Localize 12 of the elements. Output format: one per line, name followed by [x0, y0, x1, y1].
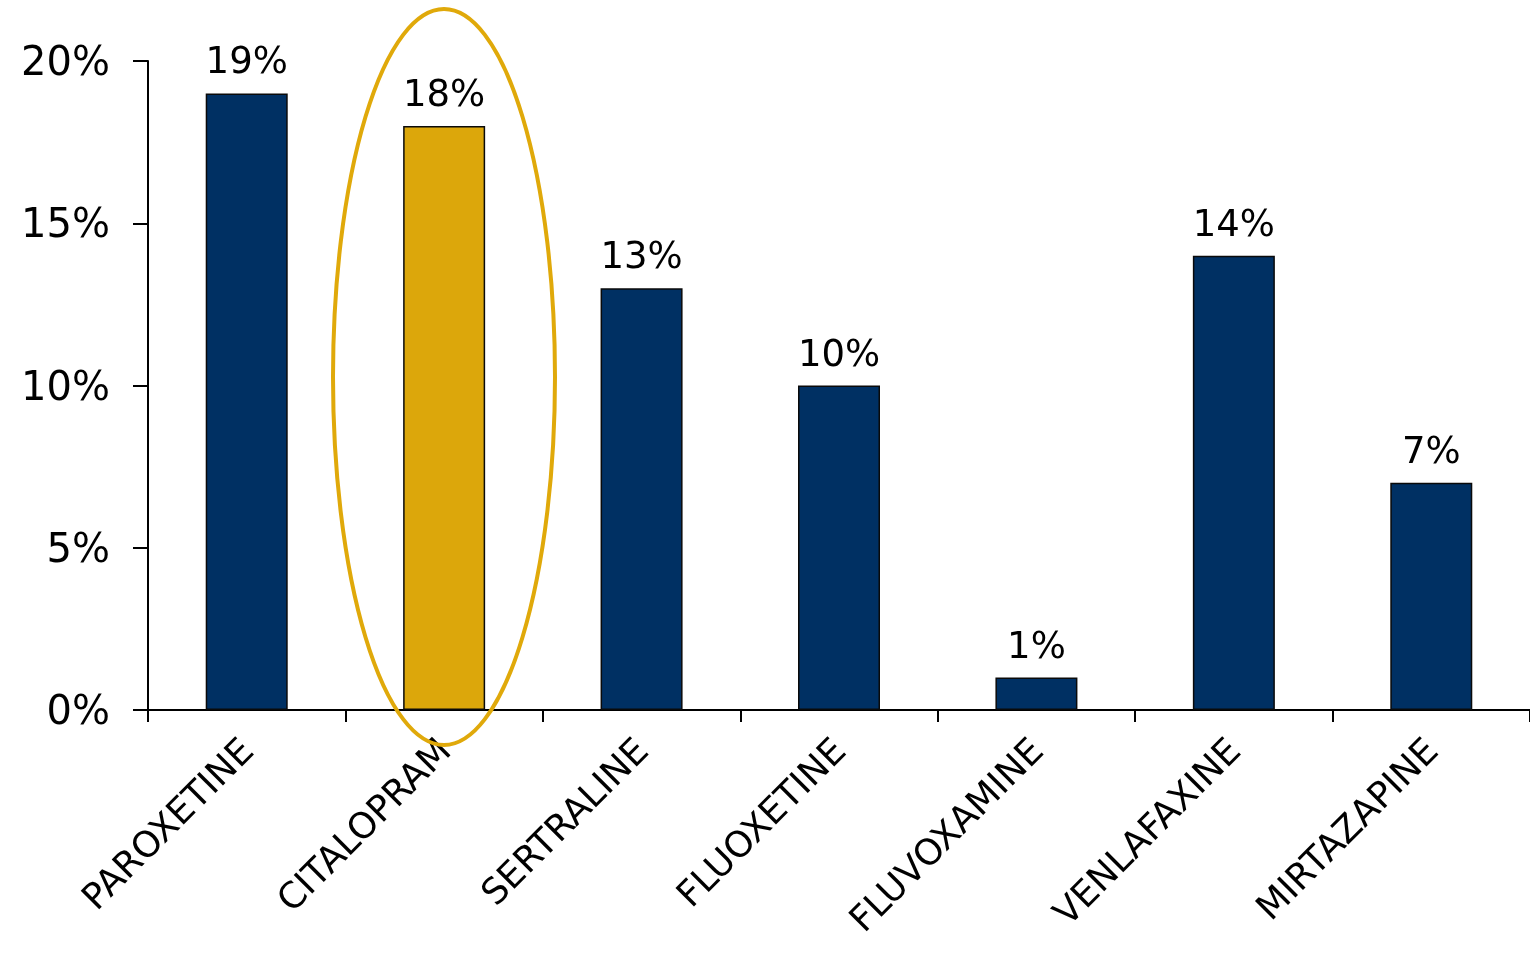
y-tick-label: 15% — [21, 200, 110, 247]
data-label: 1% — [1007, 623, 1066, 667]
y-tick-label: 5% — [46, 524, 110, 571]
data-label: 18% — [403, 71, 486, 115]
y-tick-label: 10% — [21, 362, 110, 409]
data-label: 10% — [797, 331, 881, 375]
data-label: 7% — [1401, 428, 1461, 472]
y-tick-label: 0% — [46, 687, 110, 733]
data-label: 19% — [205, 39, 288, 83]
data-label: 14% — [1192, 201, 1275, 245]
data-label: 13% — [600, 234, 683, 278]
y-tick-label: 20% — [21, 38, 110, 84]
